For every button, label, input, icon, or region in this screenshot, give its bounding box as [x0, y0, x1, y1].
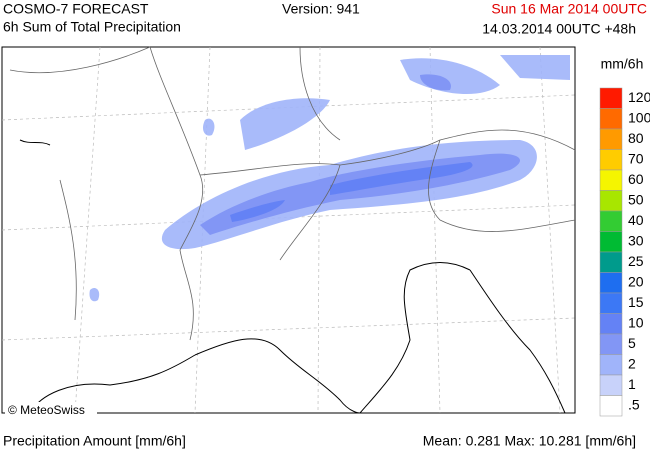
legend-swatch — [599, 128, 623, 150]
legend-label: 2 — [628, 355, 636, 371]
legend-swatch — [599, 231, 623, 253]
copyright: © MeteoSwiss — [8, 403, 85, 417]
legend-label: 20 — [628, 273, 644, 289]
footer-label: Precipitation Amount [mm/6h] — [3, 433, 186, 449]
legend-swatch — [599, 395, 623, 417]
legend-swatch — [599, 292, 623, 314]
legend-swatch — [599, 354, 623, 376]
legend-unit: mm/6h — [601, 56, 644, 72]
legend-label: 25 — [628, 253, 644, 269]
title: COSMO-7 FORECAST — [3, 1, 149, 17]
legend-swatch — [599, 313, 623, 335]
legend-label: 1 — [628, 376, 636, 392]
version: Version: 941 — [282, 1, 360, 17]
legend-swatch — [599, 87, 623, 109]
legend-label: 100 — [628, 109, 650, 125]
subtitle: 6h Sum of Total Precipitation — [3, 19, 181, 35]
legend-swatch — [599, 374, 623, 396]
valid-time: Sun 16 Mar 2014 00UTC — [491, 1, 647, 17]
legend-label: 40 — [628, 212, 644, 228]
legend-label: 60 — [628, 171, 644, 187]
run-time: 14.03.2014 00UTC +48h — [482, 21, 636, 37]
legend-swatch — [599, 333, 623, 355]
legend-swatch — [599, 108, 623, 130]
legend-label: 70 — [628, 150, 644, 166]
legend-swatch — [599, 149, 623, 171]
legend-label: 30 — [628, 232, 644, 248]
legend-swatch — [599, 210, 623, 232]
legend-swatch — [599, 251, 623, 273]
legend-label: 120 — [628, 89, 650, 105]
legend-label: .5 — [628, 396, 640, 412]
legend-label: 15 — [628, 294, 644, 310]
map: © MeteoSwiss — [1, 46, 576, 418]
legend-swatch — [599, 190, 623, 212]
legend-swatch — [599, 272, 623, 294]
footer-stats: Mean: 0.281 Max: 10.281 [mm/6h] — [423, 433, 636, 449]
legend-label: 80 — [628, 130, 644, 146]
legend-label: 50 — [628, 191, 644, 207]
legend-label: 5 — [628, 335, 636, 351]
legend-swatch — [599, 169, 623, 191]
legend-label: 10 — [628, 314, 644, 330]
legend: 120 100 80 70 60 50 40 30 25 20 15 10 5 2 1 .5 — [599, 87, 650, 417]
